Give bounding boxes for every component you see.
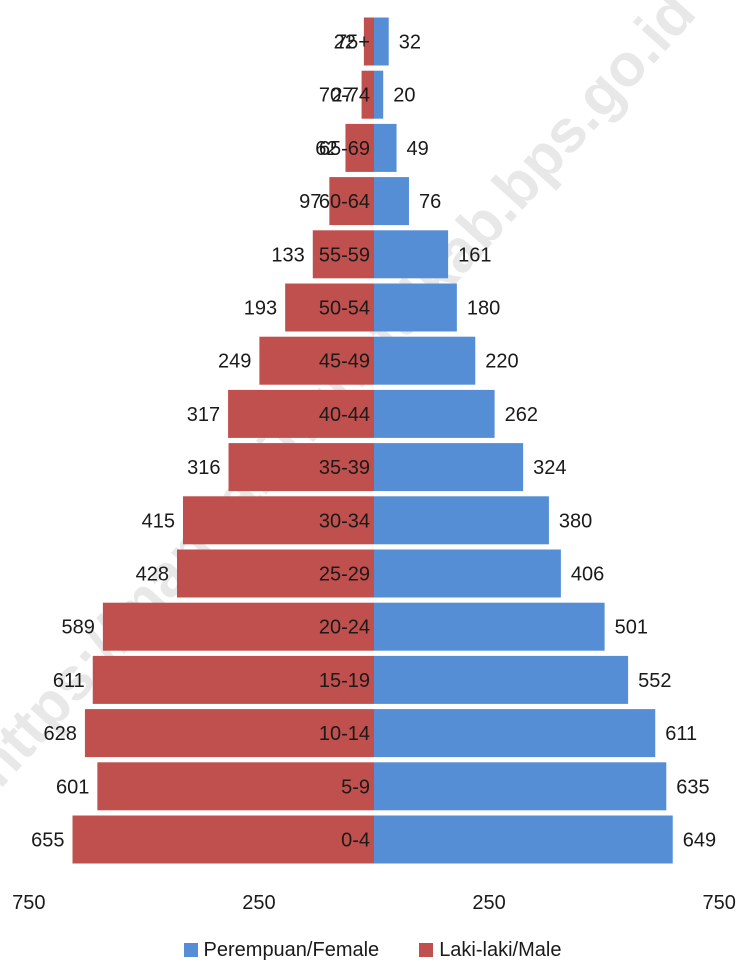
bar-male-40-44 <box>228 389 374 438</box>
category-label-35-39: 35-39 <box>319 457 370 479</box>
bar-male-60-64 <box>329 177 374 226</box>
bar-female-30-34 <box>374 496 549 545</box>
bar-female-25-29 <box>374 549 561 598</box>
bar-female-35-39 <box>374 443 524 492</box>
label-male-5-9: 601 <box>56 776 89 798</box>
bar-female-60-64 <box>374 177 409 226</box>
bar-male-45-49 <box>259 336 374 385</box>
x-tick-label-0: 750 <box>12 892 45 914</box>
category-label-15-19: 15-19 <box>319 670 370 692</box>
category-label-10-14: 10-14 <box>319 723 370 745</box>
label-male-50-54: 193 <box>244 298 277 320</box>
category-label-60-64: 60-64 <box>319 191 370 213</box>
labels-layer: 655 649 0-4 601 635 5-9 628 611 10-14 611 552 15-19… <box>31 32 716 852</box>
bar-male-50-54 <box>285 283 374 332</box>
legend: Perempuan/Female Laki-laki/Male <box>0 934 745 966</box>
legend-item-female: Perempuan/Female <box>183 938 380 962</box>
bar-male-55-59 <box>312 230 374 279</box>
bar-female-5-9 <box>374 762 667 811</box>
bar-male-10-14 <box>84 709 374 758</box>
bar-male-75plus <box>363 17 374 66</box>
bar-female-20-24 <box>374 602 605 651</box>
legend-item-male: Laki-laki/Male <box>419 939 561 962</box>
category-label-70-74: 70-74 <box>319 85 370 107</box>
label-male-25-29: 428 <box>136 564 169 586</box>
legend-swatch-male <box>419 943 434 957</box>
label-female-5-9: 635 <box>676 776 709 798</box>
category-label-75plus: 75+ <box>336 32 370 54</box>
population-pyramid-chart: https://mandailingnatalkab.bps.go.id 655… <box>0 0 736 914</box>
bar-female-55-59 <box>374 230 449 279</box>
label-male-75plus: 22 <box>334 32 356 54</box>
label-male-65-69: 62 <box>315 138 337 160</box>
label-male-55-59: 133 <box>271 244 304 266</box>
category-label-0-4: 0-4 <box>341 830 370 852</box>
bar-male-0-4 <box>72 815 374 864</box>
label-male-10-14: 628 <box>44 723 77 745</box>
category-label-5-9: 5-9 <box>341 776 370 798</box>
label-female-10-14: 611 <box>665 723 697 745</box>
legend-swatch-female <box>183 943 198 957</box>
bar-male-70-74 <box>361 70 374 119</box>
bar-male-20-24 <box>102 602 374 651</box>
label-male-30-34: 415 <box>142 510 175 532</box>
category-label-20-24: 20-24 <box>319 617 370 639</box>
bar-female-40-44 <box>374 389 495 438</box>
label-female-45-49: 220 <box>485 351 518 373</box>
label-male-15-19: 611 <box>53 670 85 692</box>
bar-male-65-69 <box>345 123 374 172</box>
category-label-50-54: 50-54 <box>319 298 370 320</box>
label-male-35-39: 316 <box>187 457 220 479</box>
bar-male-25-29 <box>176 549 374 598</box>
label-female-0-4: 649 <box>683 830 716 852</box>
category-label-40-44: 40-44 <box>319 404 370 426</box>
x-tick-label-3: 750 <box>703 892 736 914</box>
bar-female-0-4 <box>374 815 673 864</box>
label-female-65-69: 49 <box>407 138 429 160</box>
label-male-20-24: 589 <box>62 617 95 639</box>
label-male-45-49: 249 <box>218 351 251 373</box>
category-label-45-49: 45-49 <box>319 351 370 373</box>
bar-male-30-34 <box>182 496 374 545</box>
label-male-0-4: 655 <box>31 830 64 852</box>
label-male-40-44: 317 <box>187 404 220 426</box>
x-axis: 750 250 250 750 <box>12 865 736 914</box>
label-female-20-24: 501 <box>615 617 648 639</box>
label-male-60-64: 97 <box>299 191 321 213</box>
label-female-70-74: 20 <box>393 85 415 107</box>
bars-layer <box>72 17 673 864</box>
x-tick-label-2: 250 <box>472 892 505 914</box>
bar-male-5-9 <box>97 762 374 811</box>
label-female-30-34: 380 <box>559 510 592 532</box>
label-female-25-29: 406 <box>571 564 604 586</box>
x-tick-label-1: 250 <box>242 892 275 914</box>
category-label-65-69: 65-69 <box>319 138 370 160</box>
label-female-50-54: 180 <box>467 298 500 320</box>
label-female-35-39: 324 <box>533 457 566 479</box>
bar-female-70-74 <box>374 70 384 119</box>
legend-label-male: Laki-laki/Male <box>439 938 562 961</box>
bar-female-75plus <box>374 17 389 66</box>
bar-female-45-49 <box>374 336 476 385</box>
bar-female-10-14 <box>374 709 656 758</box>
label-female-40-44: 262 <box>505 404 538 426</box>
label-female-15-19: 552 <box>638 670 671 692</box>
bar-female-15-19 <box>374 655 629 704</box>
bar-male-35-39 <box>228 443 374 492</box>
category-label-25-29: 25-29 <box>319 564 370 586</box>
category-label-30-34: 30-34 <box>319 510 370 532</box>
label-female-75plus: 32 <box>399 32 421 54</box>
bar-male-15-19 <box>92 655 374 704</box>
legend-label-female: Perempuan/Female <box>203 938 380 961</box>
category-label-55-59: 55-59 <box>319 244 370 266</box>
bar-female-50-54 <box>374 283 457 332</box>
label-male-70-74: 27 <box>331 85 353 107</box>
label-female-55-59: 161 <box>458 244 491 266</box>
label-female-60-64: 76 <box>419 191 441 213</box>
bar-female-65-69 <box>374 123 397 172</box>
